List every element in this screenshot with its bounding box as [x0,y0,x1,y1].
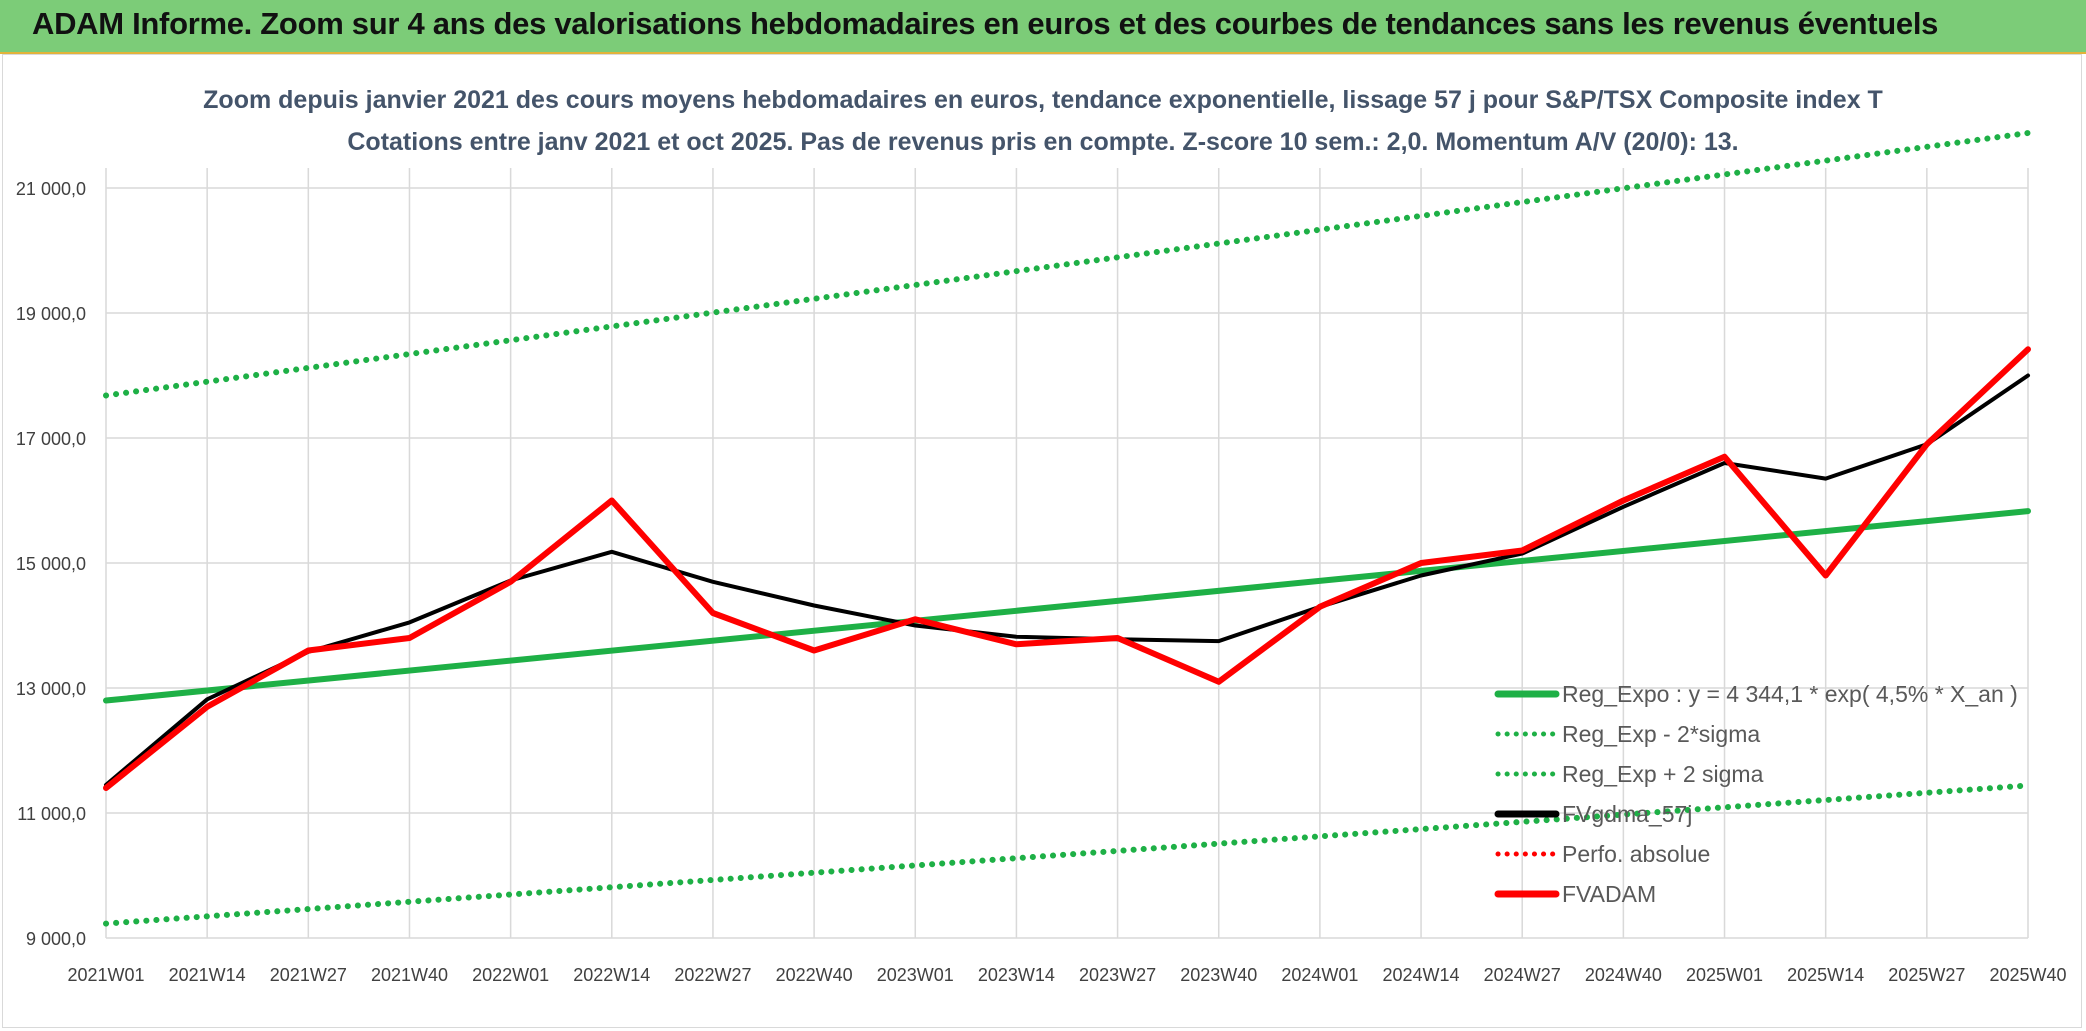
series-fvgdma-57j [104,373,2030,787]
legend-label-reg-exp-2-sigma: Reg_Exp + 2 sigma [1562,761,1764,787]
x-tick-label: 2025W27 [1888,965,1965,985]
legend-label-fvgdma-57j: FVgdma_57j [1562,801,1692,827]
x-tick-label: 2023W27 [1079,965,1156,985]
report-title: ADAM Informe. Zoom sur 4 ans des valoris… [32,6,1939,41]
x-tick-label: 2024W14 [1383,965,1460,985]
series-reg-exp-2-sigma [103,782,2031,927]
x-axis-ticks: 2021W01 2021W14 2021W27 2021W40 2022W01 2022W… [67,965,2066,985]
legend-label-perfo-absolue: Perfo. absolue [1562,841,1710,867]
chart-subtitle: Cotations entre janv 2021 et oct 2025. P… [347,128,1738,156]
x-tick-label: 2024W01 [1281,965,1358,985]
legend-label-fvadam: FVADAM [1562,881,1656,907]
x-tick-label: 2021W01 [67,965,144,985]
chart-frame [2,54,2082,1028]
series-lines [103,130,2031,927]
legend: Reg_Expo : y = 4 344,1 * exp( 4,5% * X_a… [1494,681,2018,907]
x-tick-label: 2023W14 [978,965,1055,985]
y-tick-label: 17 000,0 [16,429,86,449]
y-tick-label: 19 000,0 [16,304,86,324]
x-tick-label: 2023W40 [1180,965,1257,985]
x-tick-label: 2021W40 [371,965,448,985]
series-reg-expo-y-4-344-1-exp-4-5-x-an [103,508,2031,704]
x-tick-label: 2024W40 [1585,965,1662,985]
series-fvadam [103,346,2031,791]
legend-label-reg-expo-y-4-344-1-exp-4-5-x-an: Reg_Expo : y = 4 344,1 * exp( 4,5% * X_a… [1562,681,2018,707]
y-tick-label: 11 000,0 [17,804,86,824]
x-tick-label: 2022W14 [573,965,650,985]
grid-lines [105,168,2029,939]
series-reg-exp-2-sigma [103,130,2031,399]
y-tick-label: 9 000,0 [26,929,86,949]
y-axis-ticks: 9 000,0 11 000,0 13 000,0 15 000,0 17 000,0 1… [16,179,86,949]
x-tick-label: 2021W27 [270,965,347,985]
x-tick-label: 2025W01 [1686,965,1763,985]
x-tick-label: 2025W40 [1989,965,2066,985]
x-tick-label: 2024W27 [1484,965,1561,985]
chart-title: Zoom depuis janvier 2021 des cours moyen… [203,86,1883,114]
x-tick-label: 2023W01 [877,965,954,985]
x-tick-label: 2025W14 [1787,965,1864,985]
x-tick-label: 2022W01 [472,965,549,985]
y-tick-label: 21 000,0 [16,179,86,199]
x-tick-label: 2021W14 [169,965,246,985]
y-tick-label: 13 000,0 [16,679,86,699]
x-tick-label: 2022W27 [674,965,751,985]
y-tick-label: 15 000,0 [16,554,86,574]
report-banner: ADAM Informe. Zoom sur 4 ans des valoris… [0,0,2086,54]
legend-label-reg-exp-2-sigma: Reg_Exp - 2*sigma [1562,721,1760,747]
x-tick-label: 2022W40 [776,965,853,985]
